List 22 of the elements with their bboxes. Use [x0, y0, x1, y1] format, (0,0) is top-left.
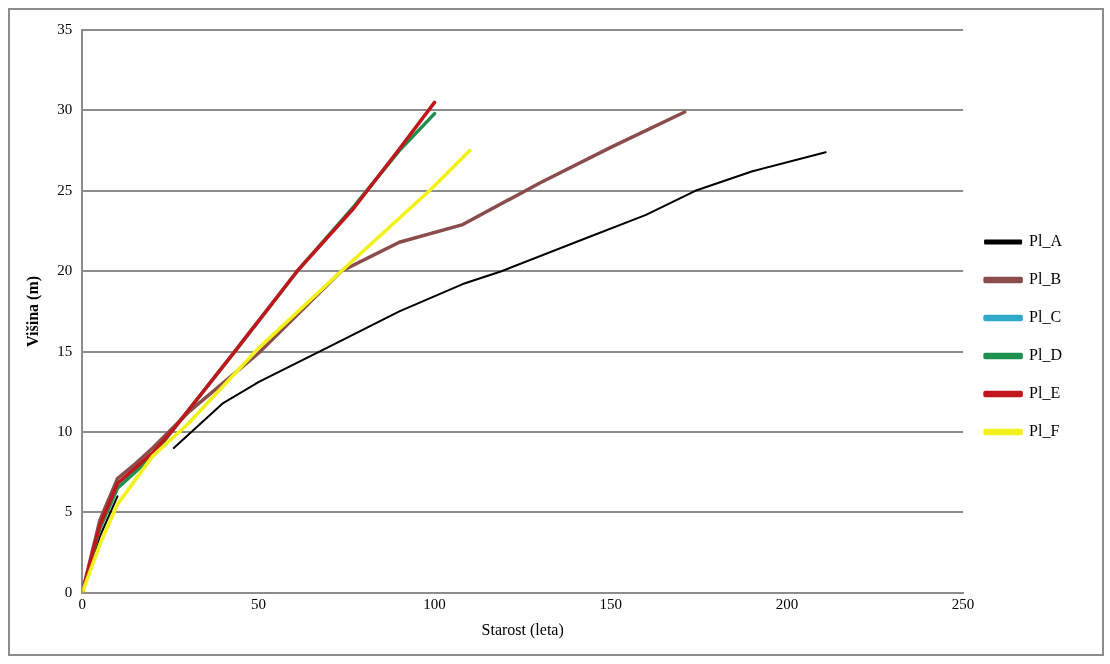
x-tick-label: 0 [78, 595, 86, 612]
x-tick-label: 200 [775, 595, 799, 612]
legend-label: Pl_E [1029, 384, 1061, 402]
legend-label: Pl_F [1029, 422, 1060, 440]
x-tick-label: 250 [951, 595, 975, 612]
y-axis-title: Višina (m) [23, 275, 42, 347]
y-tick-label: 25 [57, 181, 73, 198]
y-tick-label: 35 [57, 20, 73, 37]
y-tick-label: 20 [57, 262, 73, 279]
legend-label: Pl_A [1029, 232, 1063, 250]
x-tick-label: 100 [423, 595, 446, 612]
legend-label: Pl_B [1029, 270, 1062, 288]
legend-label: Pl_C [1029, 308, 1062, 326]
y-tick-label: 5 [64, 503, 73, 520]
legend-label: Pl_D [1029, 346, 1063, 364]
x-axis-title: Starost (leta) [481, 620, 564, 639]
x-tick-label: 50 [250, 595, 266, 612]
y-tick-label: 10 [57, 422, 73, 439]
x-tick-label: 150 [599, 595, 622, 612]
y-tick-label: 30 [57, 101, 73, 118]
y-tick-label: 15 [57, 342, 73, 359]
y-tick-label: 0 [64, 583, 73, 600]
